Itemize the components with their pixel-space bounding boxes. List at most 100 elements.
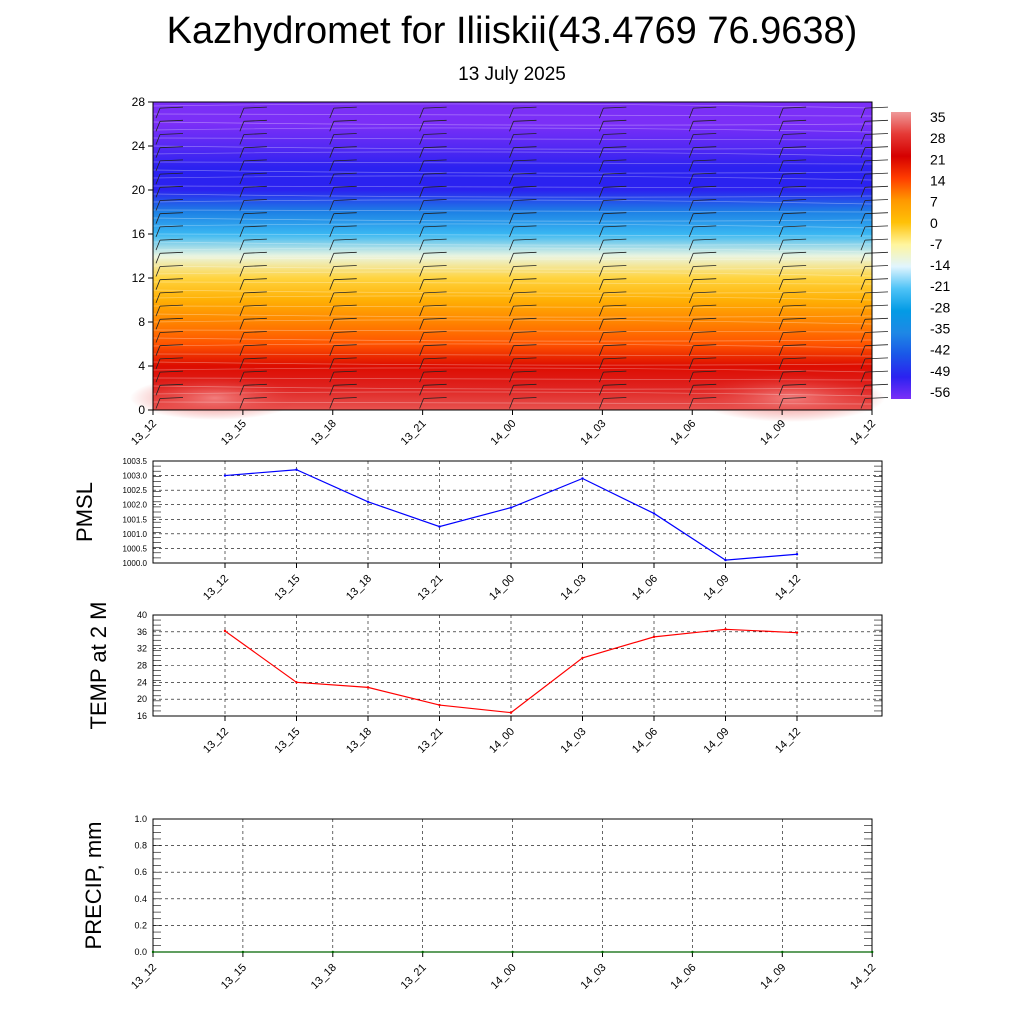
wind-barb: [159, 357, 184, 360]
wind-barb: [864, 317, 889, 320]
wind-barb: [864, 146, 889, 149]
wind-barb: [693, 159, 717, 162]
y-tick-label: 12: [132, 271, 146, 285]
wind-barb: [778, 398, 784, 409]
wind-barb: [155, 385, 161, 396]
wind-barb: [333, 291, 357, 294]
wind-barb: [159, 278, 184, 281]
wind-barb: [333, 278, 357, 281]
temp-data-point: [438, 703, 441, 707]
wind-barb: [509, 385, 514, 396]
wind-barb: [783, 185, 807, 188]
contour-line: [152, 271, 873, 277]
wind-barb: [783, 119, 807, 122]
page-title: Kazhydromet for Iliiskii(43.4769 76.9638…: [166, 10, 858, 52]
wind-barb: [155, 239, 161, 251]
wind-barb: [423, 278, 447, 281]
wind-barb: [513, 119, 537, 122]
wind-barb: [509, 134, 514, 145]
wind-barb: [419, 345, 424, 356]
wind-barb: [778, 160, 784, 172]
wind-barb: [243, 146, 267, 149]
contour-line: [152, 337, 873, 342]
wind-barb: [599, 187, 604, 198]
wind-barb: [778, 305, 784, 317]
wind-barb: [778, 187, 784, 198]
wind-barb: [155, 398, 161, 409]
wind-barb: [423, 383, 447, 386]
wind-barb: [860, 147, 866, 158]
wind-barb: [603, 278, 627, 281]
wind-barb: [599, 371, 604, 383]
wind-barb: [603, 238, 627, 241]
wind-barb: [693, 383, 717, 386]
wind-barb: [778, 121, 784, 132]
wind-barb: [155, 226, 161, 238]
colorbar-label: -35: [930, 321, 950, 337]
wind-barb: [860, 279, 866, 290]
warm-blob-left: [130, 376, 300, 420]
wind-barb: [513, 304, 537, 307]
wind-barb: [688, 358, 694, 370]
pmsl-data-point: [509, 506, 513, 509]
y-tick-label: 0.6: [134, 867, 147, 877]
wind-barb: [333, 106, 357, 109]
wind-barb: [423, 172, 447, 175]
wind-barb: [783, 357, 807, 360]
wind-barb: [783, 238, 807, 241]
wind-barb: [778, 266, 784, 277]
wind-barb: [329, 371, 335, 383]
wind-barb: [693, 106, 717, 109]
wind-barb: [239, 121, 245, 132]
wind-barb: [419, 134, 424, 145]
x-tick-label: 14_12: [848, 962, 878, 992]
wind-barb: [329, 358, 335, 370]
x-tick-label: 14_00: [487, 573, 517, 603]
wind-barb: [860, 187, 866, 198]
wind-barb: [333, 383, 357, 386]
wind-barb: [783, 344, 807, 347]
wind-barb: [860, 107, 866, 119]
precip-data-point: [691, 950, 694, 954]
wind-barb: [864, 370, 889, 373]
wind-barb: [860, 213, 866, 224]
colorbar-label: -56: [930, 384, 950, 400]
wind-barb: [783, 106, 807, 109]
wind-barb: [423, 331, 447, 333]
y-tick-label: 0.2: [134, 920, 147, 930]
y-tick-label: 8: [138, 315, 145, 329]
pmsl-data-point: [438, 525, 441, 528]
wind-barb: [423, 225, 447, 228]
contour-line: [152, 193, 873, 198]
wind-barb: [603, 159, 627, 162]
wind-barb: [243, 185, 267, 188]
wind-barb: [243, 212, 267, 215]
wind-barb: [423, 133, 447, 135]
colorbar-label: -49: [930, 363, 950, 379]
wind-barb: [239, 305, 245, 317]
contour-line: [152, 367, 873, 373]
pmsl-data-point: [652, 512, 656, 515]
wind-barb: [333, 159, 357, 162]
wind-barb: [603, 251, 627, 254]
colorbar-bar: [891, 112, 911, 399]
y-tick-label: 1000.5: [123, 544, 148, 553]
wind-barb: [239, 107, 245, 119]
wind-barb: [419, 239, 424, 251]
x-tick-label: 14_12: [773, 726, 803, 756]
wind-barb: [423, 291, 447, 294]
colorbar-label: -7: [930, 236, 943, 252]
temp-panel: 16 20 24 28 32 36 40 13_12 13_15 13_18 13_21 14_00 1…: [86, 602, 883, 756]
wind-barb: [688, 147, 694, 158]
wind-barb: [329, 173, 335, 185]
wind-barb: [599, 319, 604, 330]
wind-barb: [599, 134, 604, 145]
wind-barb: [159, 344, 184, 347]
temp-frame: [152, 614, 883, 717]
wind-barb: [864, 199, 889, 201]
wind-barb: [513, 212, 537, 215]
pmsl-data-point: [366, 500, 370, 503]
wind-barb: [155, 187, 161, 198]
y-tick-label: 1002.5: [123, 486, 148, 495]
wind-barb: [513, 172, 537, 175]
